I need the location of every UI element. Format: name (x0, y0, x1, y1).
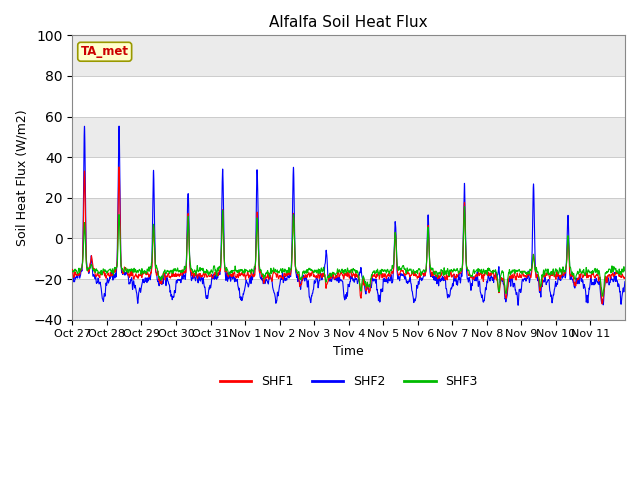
SHF1 (621, 275, 629, 281)
SHF3 (500, 281, 508, 287)
Bar (72, 279, 625, 320)
SHF1 (183, 239, 191, 244)
SHF2 (621, 278, 629, 284)
SHF2 (183, 228, 191, 233)
Line: SHF2: SHF2 (72, 126, 625, 305)
Line: SHF3: SHF3 (72, 206, 625, 296)
SHF3 (542, 266, 550, 272)
Bar (72, 36, 625, 76)
SHF3 (183, 242, 191, 248)
SHF3 (527, 266, 535, 272)
SHF1 (369, 273, 377, 278)
SHF3 (399, 263, 406, 269)
SHF2 (115, 123, 123, 129)
SHF1 (527, 271, 535, 277)
SHF3 (68, 269, 76, 275)
X-axis label: Time: Time (333, 345, 364, 358)
Y-axis label: Soil Heat Flux (W/m2): Soil Heat Flux (W/m2) (15, 109, 28, 246)
Bar (72, 198, 625, 239)
SHF1 (68, 267, 76, 273)
Line: SHF1: SHF1 (72, 167, 625, 304)
SHF2 (500, 285, 508, 291)
SHF2 (68, 280, 76, 286)
SHF2 (369, 277, 377, 283)
SHF3 (369, 269, 377, 275)
SHF2 (528, 264, 536, 270)
SHF3 (621, 268, 629, 274)
SHF1 (115, 164, 123, 170)
Title: Alfalfa Soil Heat Flux: Alfalfa Soil Heat Flux (269, 15, 428, 30)
SHF3 (461, 204, 468, 209)
SHF2 (399, 273, 406, 278)
SHF2 (542, 280, 550, 286)
SHF1 (542, 272, 550, 277)
Text: TA_met: TA_met (81, 45, 129, 58)
SHF3 (599, 293, 607, 299)
SHF1 (399, 267, 406, 273)
SHF1 (500, 283, 508, 289)
Bar (72, 117, 625, 157)
Legend: SHF1, SHF2, SHF3: SHF1, SHF2, SHF3 (214, 370, 483, 393)
SHF1 (598, 301, 606, 307)
SHF2 (515, 302, 522, 308)
